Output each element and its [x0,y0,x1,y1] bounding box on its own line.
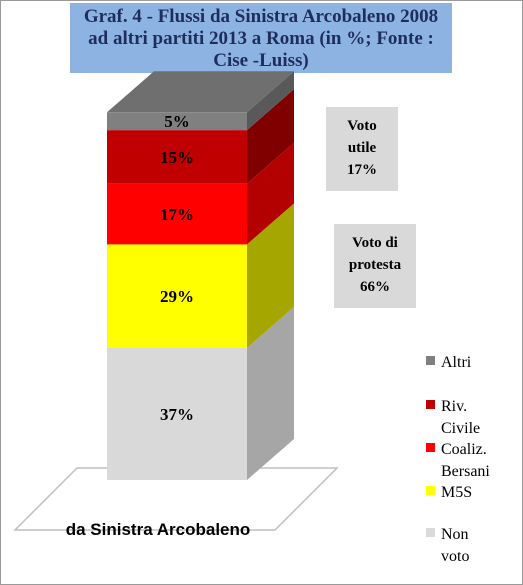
bar-segment-altri [107,112,247,131]
legend-label-m5s: M5S [441,484,473,501]
bar-top-face [107,71,294,113]
legend-swatch-m5s [426,486,435,495]
data-label-coaliz-bersani: 17% [160,205,194,224]
x-category-label: da Sinistra Arcobaleno [66,520,251,539]
bar-side-non-voto [247,306,294,480]
data-label-altri: 5% [164,112,190,131]
legend-label-coaliz-bersani: Coaliz. Bersani [441,441,490,480]
bar-segment-coaliz-bersani [107,183,247,245]
chart-floor [13,467,339,531]
legend-swatch-non-voto [426,528,435,537]
legend-label-altri: Altri [441,354,472,371]
data-label-non-voto: 37% [160,405,194,424]
voto-protesta-line-1: Voto di [352,235,398,251]
bar-segment-riv-civile [107,130,247,184]
chart-title-line-3: Cise -Luiss) [213,50,309,71]
voto-protesta-line-3: 66% [360,279,390,295]
bar-segment-m5s [107,244,247,348]
chart-title-line-2: ad altri partiti 2013 a Roma (in %; Font… [88,28,434,49]
bar-labels: 37% 29% 17% 15% 5% [160,112,194,424]
data-label-m5s: 29% [160,287,194,306]
bar-side-riv-civile [247,89,294,184]
bar-segment-non-voto [107,347,247,480]
legend-swatch-riv-civile [426,400,435,409]
legend-swatch-coaliz-bersani [426,443,435,452]
voto-utile-line-3: 17% [347,162,377,178]
chart-title-line-1: Graf. 4 - Flussi da Sinistra Arcobaleno … [83,6,439,27]
legend-label-riv-civile: Riv. Civile [441,398,481,437]
voto-utile-line-1: Voto [347,118,377,134]
bar-side-m5s [247,203,294,348]
voto-protesta-line-2: protesta [348,257,402,273]
data-label-riv-civile: 15% [160,148,194,167]
chart-title: Graf. 4 - Flussi da Sinistra Arcobaleno … [70,3,452,73]
bar-stack [107,71,294,480]
legend-label-non-voto: Non voto [441,526,470,565]
voto-utile-note: Voto utile 17% [326,107,398,191]
voto-protesta-note: Voto di protesta 66% [334,224,416,308]
bar-side-altri [247,71,294,131]
bar-side-coaliz-bersani [247,142,294,245]
voto-utile-line-2: utile [347,140,377,156]
legend-swatch-altri [426,356,435,365]
